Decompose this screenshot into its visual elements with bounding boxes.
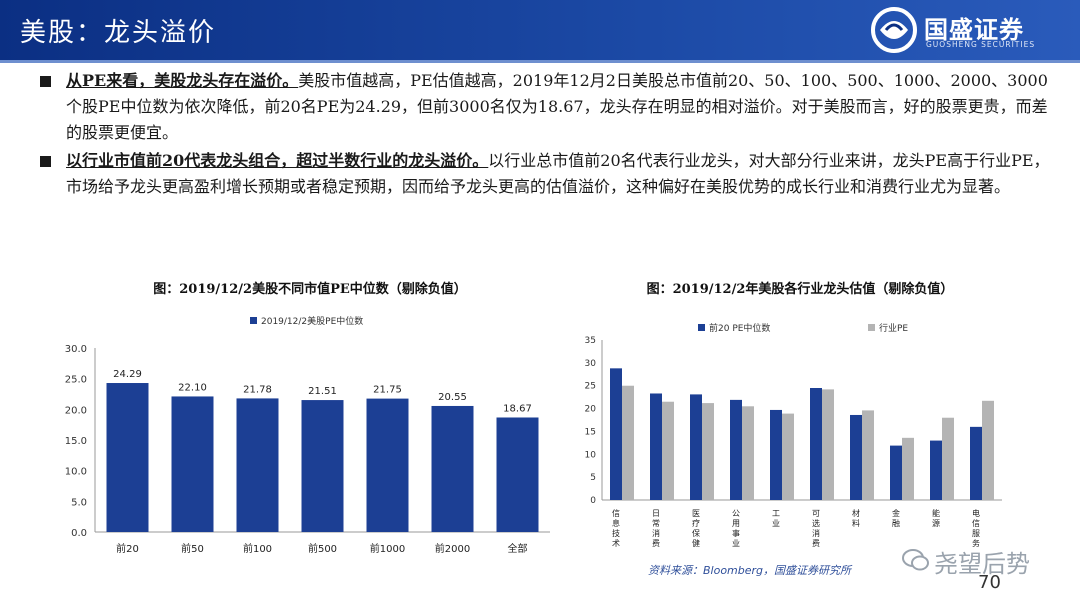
y-tick-label: 30.0 (65, 344, 87, 355)
bar (982, 400, 994, 500)
y-tick-label: 0.0 (71, 528, 87, 539)
bar (730, 399, 742, 500)
bar (622, 385, 634, 500)
bar (770, 409, 782, 500)
x-tick-label: 可选消费 (812, 509, 820, 548)
bar (690, 394, 702, 500)
bar (890, 445, 902, 500)
y-tick-label: 5.0 (71, 497, 87, 508)
legend-swatch (868, 324, 875, 331)
bar (171, 396, 214, 532)
data-label: 24.29 (113, 369, 142, 380)
bullet-list: 从PE来看，美股龙头存在溢价。美股市值越高，PE估值越高，2019年12月2日美… (40, 68, 1060, 202)
legend-label: 行业PE (879, 322, 908, 334)
bullet-lead: 以行业市值前20代表龙头组合，超过半数行业的龙头溢价。 (66, 151, 489, 170)
data-label: 22.10 (178, 382, 207, 393)
page-number: 70 (978, 572, 1001, 593)
bar (970, 426, 982, 500)
bar (650, 393, 662, 500)
y-tick-label: 15.0 (65, 436, 87, 447)
square-bullet-icon (40, 156, 51, 167)
x-tick-label: 医疗保健 (692, 509, 700, 548)
market-cap-pe-chart: 2019/12/2美股PE中位数 0.0 5.0 10.0 15.0 20.0 25.0 30… (65, 315, 550, 555)
legend-label: 2019/12/2美股PE中位数 (261, 315, 363, 327)
x-tick-label: 工业 (772, 509, 780, 528)
bar (930, 440, 942, 500)
logo-subtext: GUOSHENG SECURITIES (926, 40, 1036, 49)
bar (106, 383, 149, 532)
x-tick-label: 前20 (116, 542, 139, 555)
x-tick-label: 信息技术 (612, 508, 620, 548)
data-label: 20.55 (438, 392, 467, 403)
bar (742, 406, 754, 500)
legend-label: 前20 PE中位数 (709, 322, 770, 334)
y-tick-label: 10.0 (65, 467, 87, 478)
y-tick-label: 0 (590, 496, 596, 506)
legend-swatch (250, 317, 257, 324)
y-tick-label: 35 (585, 336, 596, 346)
bar (610, 368, 622, 500)
x-tick-label: 前500 (308, 542, 337, 555)
data-label: 18.67 (503, 403, 532, 414)
watermark-text: 尧望后势 (934, 550, 1030, 578)
logo-mark-icon (871, 7, 917, 53)
brand-logo: 国盛证券 GUOSHENG SECURITIES (870, 6, 1050, 54)
bar (810, 388, 822, 500)
bar (236, 398, 279, 532)
header-bar: 美股：龙头溢价 国盛证券 GUOSHENG SECURITIES (0, 0, 1080, 60)
x-tick-label: 电信服务 (972, 508, 980, 548)
square-bullet-icon (40, 76, 51, 87)
logo-text: 国盛证券 (924, 16, 1024, 44)
bullet-body: 美股市值越高，PE估值越高，2019年12月2日美股总市值前20、50、100、… (66, 71, 1048, 142)
bar (366, 398, 409, 532)
bar (902, 437, 914, 500)
bar (862, 410, 874, 500)
x-tick-label: 全部 (508, 542, 528, 555)
x-tick-label: 前1000 (370, 542, 405, 555)
bar (662, 401, 674, 500)
x-tick-label: 前100 (243, 542, 272, 555)
watermark: 尧望后势 (902, 544, 1062, 578)
y-tick-label: 15 (585, 427, 596, 437)
bar (496, 417, 539, 532)
bullet-item: 从PE来看，美股龙头存在溢价。美股市值越高，PE估值越高，2019年12月2日美… (40, 68, 1060, 146)
y-tick-label: 20.0 (65, 405, 87, 416)
y-tick-label: 20 (585, 405, 597, 415)
bar (782, 413, 794, 500)
left-chart-title: 图：2019/12/2美股不同市值PE中位数（剔除负值） (153, 282, 467, 297)
x-tick-label: 公用事业 (732, 509, 740, 548)
legend-swatch (698, 324, 705, 331)
x-tick-label: 能源 (932, 508, 940, 528)
bar (942, 417, 954, 500)
header-divider (0, 60, 1080, 63)
bullet-item: 以行业市值前20代表龙头组合，超过半数行业的龙头溢价。以行业总市值前20名代表行… (40, 148, 1060, 200)
x-tick-label: 材料 (852, 508, 860, 528)
bar (702, 403, 714, 500)
y-tick-label: 10 (585, 450, 597, 460)
page-title: 美股：龙头溢价 (20, 18, 217, 48)
y-tick-label: 30 (585, 359, 597, 369)
x-tick-label: 前2000 (435, 542, 470, 555)
industry-pe-chart: 前20 PE中位数 行业PE 0 5 10 15 20 25 30 35 信息技术 日常消费 医疗保健 公… (585, 322, 1002, 548)
bar (431, 405, 474, 532)
data-label: 21.51 (308, 386, 337, 397)
source-note: 资料来源：Bloomberg，国盛证券研究所 (648, 564, 852, 577)
bullet-body: 以行业总市值前20名代表行业龙头，对大部分行业来讲，龙头PE高于行业PE，市场给… (66, 151, 1050, 196)
y-tick-label: 25 (585, 382, 596, 392)
bullet-lead: 从PE来看，美股龙头存在溢价。 (66, 71, 299, 90)
x-tick-label: 前50 (181, 542, 204, 555)
y-tick-label: 25.0 (65, 375, 87, 386)
bar (822, 389, 834, 500)
data-label: 21.75 (373, 385, 402, 396)
wechat-icon (902, 549, 929, 571)
x-tick-label: 日常消费 (652, 509, 660, 548)
bar (301, 400, 344, 532)
x-tick-label: 金融 (892, 508, 900, 528)
bar (850, 414, 862, 500)
y-tick-label: 5 (590, 473, 596, 483)
right-chart-title: 图：2019/12/2年美股各行业龙头估值（剔除负值） (646, 282, 954, 297)
data-label: 21.78 (243, 384, 272, 395)
